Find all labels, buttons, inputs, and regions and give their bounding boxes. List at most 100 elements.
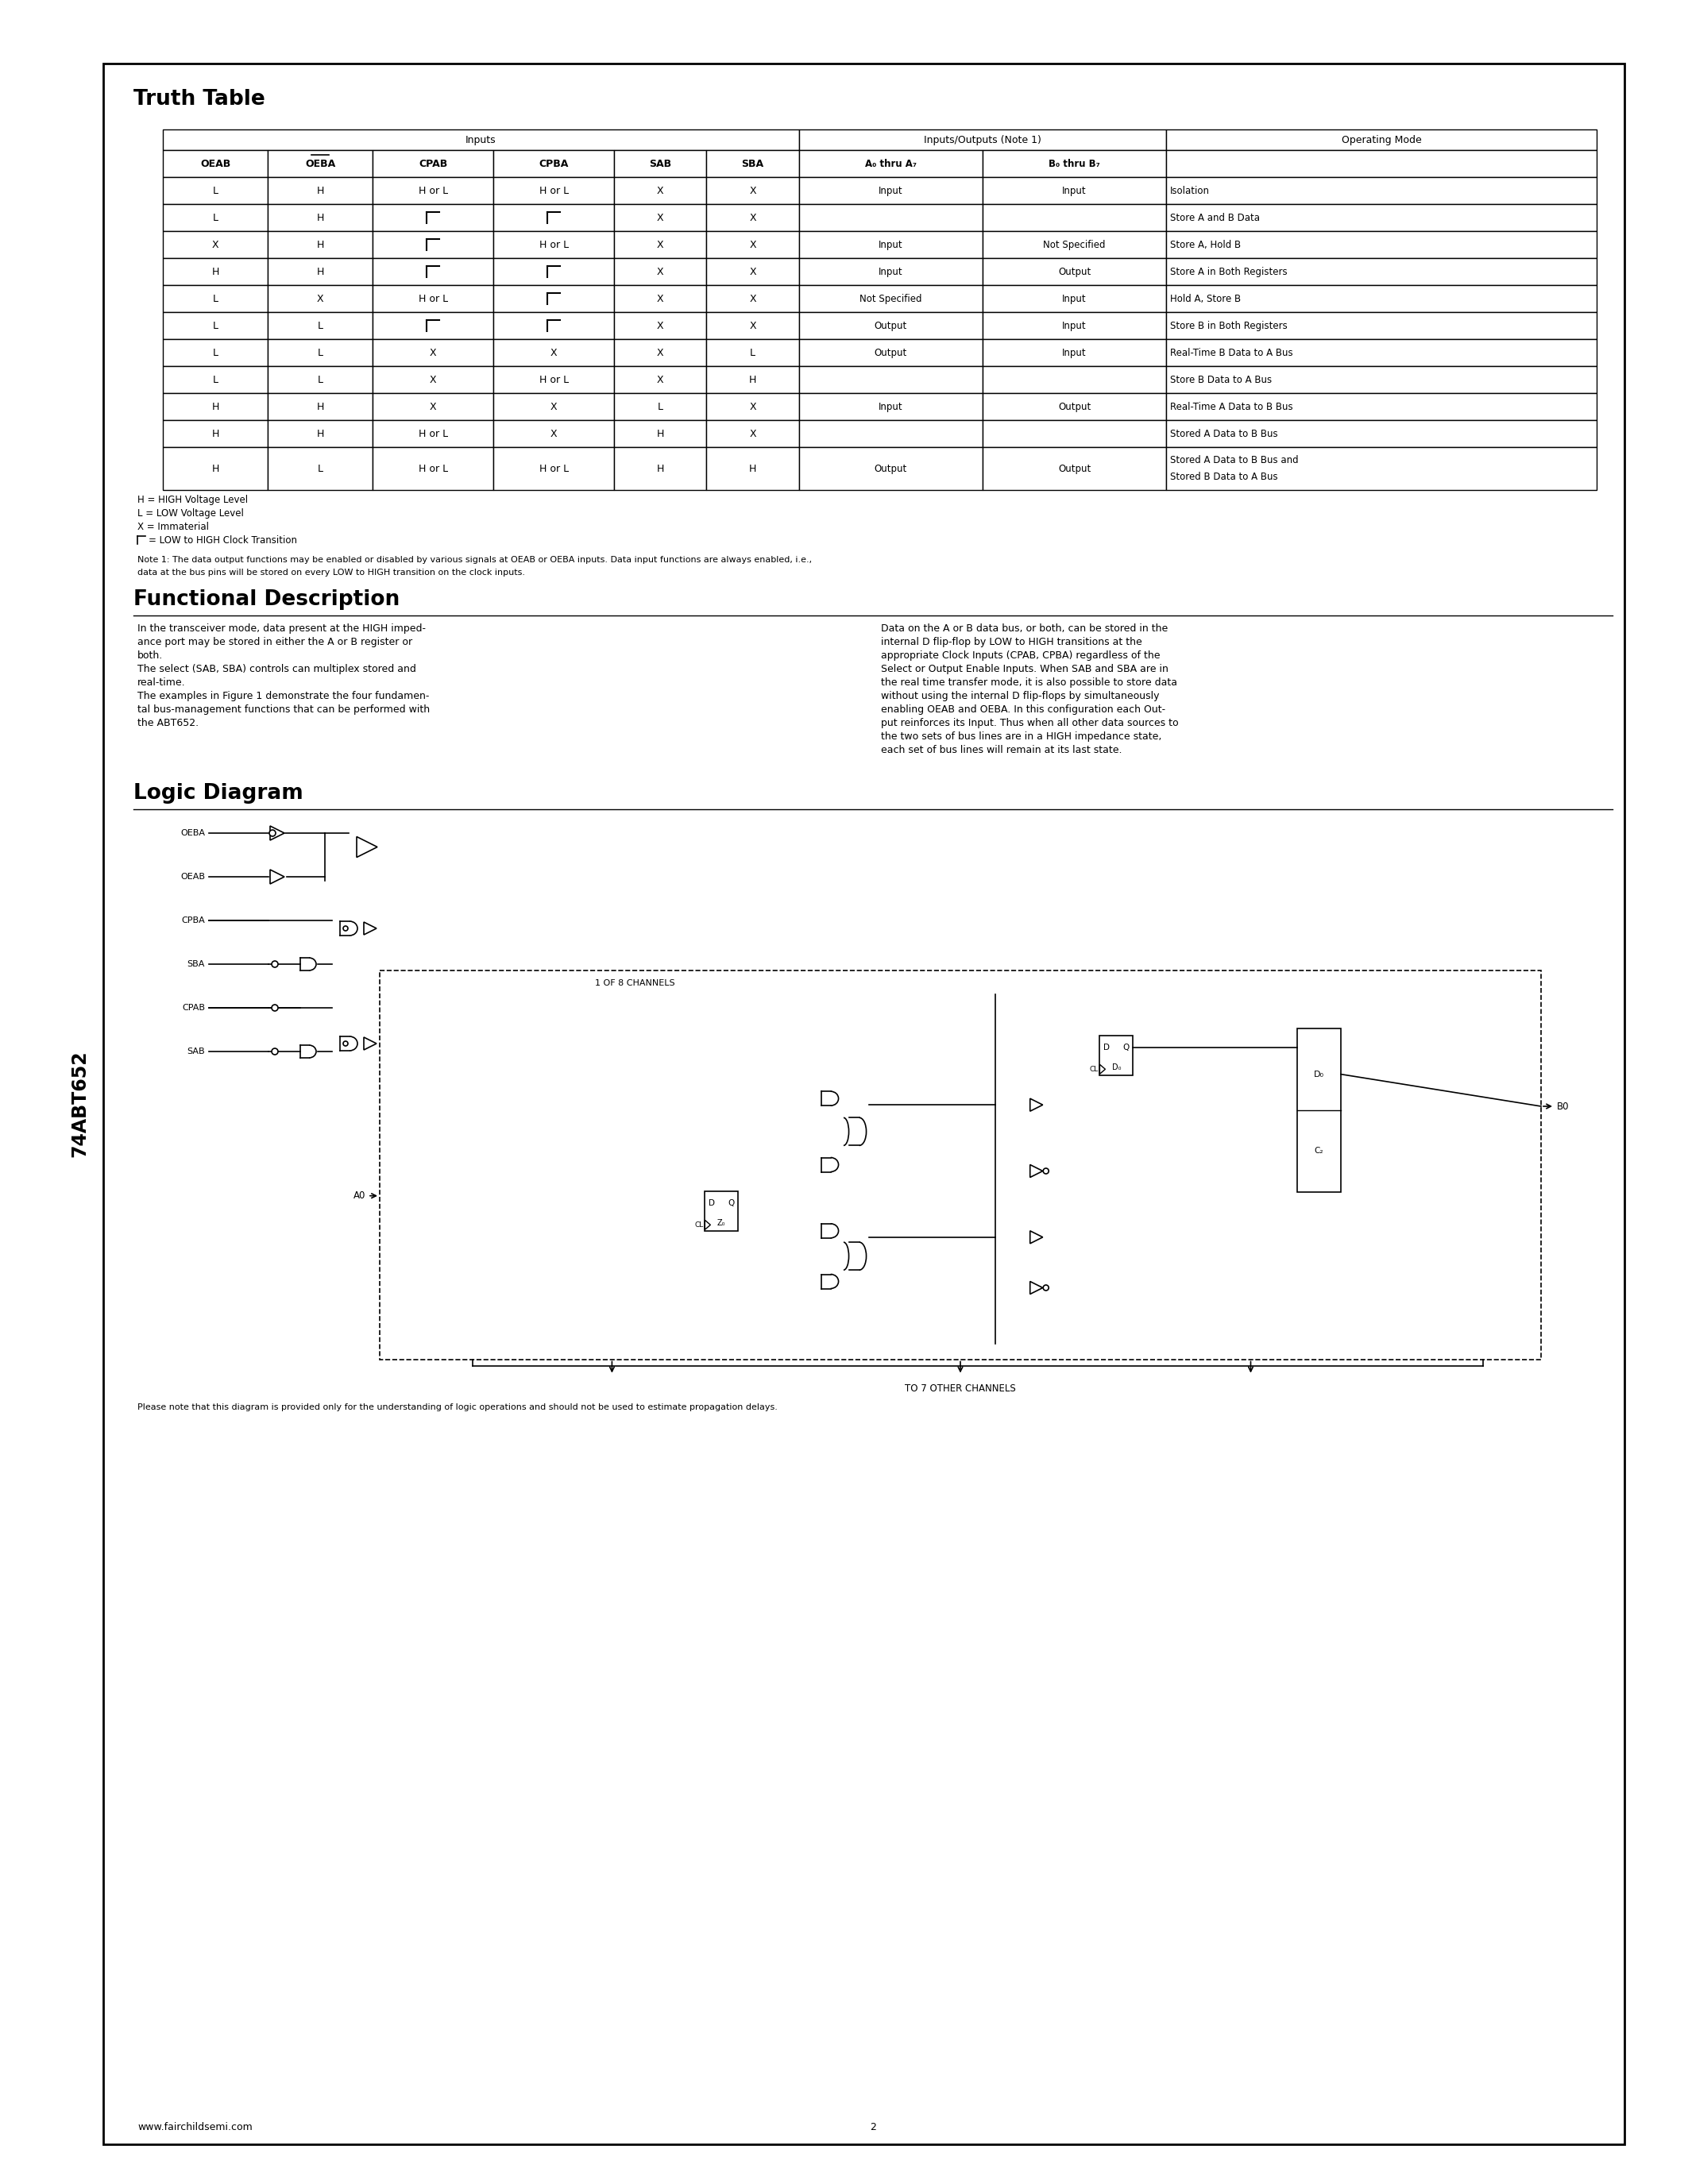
Text: without using the internal D flip-flops by simultaneously: without using the internal D flip-flops … xyxy=(881,690,1160,701)
Text: X: X xyxy=(749,266,756,277)
Bar xyxy=(982,203,1166,232)
Bar xyxy=(1166,151,1597,177)
Text: CPAB: CPAB xyxy=(419,159,447,168)
Text: A0: A0 xyxy=(353,1190,365,1201)
Text: SAB: SAB xyxy=(650,159,672,168)
Text: Note 1: The data output functions may be enabled or disabled by various signals : Note 1: The data output functions may be… xyxy=(137,557,812,563)
Text: L: L xyxy=(749,347,756,358)
Text: tal bus-management functions that can be performed with: tal bus-management functions that can be… xyxy=(137,703,430,714)
Bar xyxy=(493,177,614,203)
Bar xyxy=(798,312,982,339)
Text: ance port may be stored in either the A or B register or: ance port may be stored in either the A … xyxy=(137,636,412,646)
Polygon shape xyxy=(270,826,284,841)
Text: A₀ thru A₇: A₀ thru A₇ xyxy=(864,159,917,168)
Text: In the transceiver mode, data present at the HIGH imped-: In the transceiver mode, data present at… xyxy=(137,622,425,633)
Text: Select or Output Enable Inputs. When SAB and SBA are in: Select or Output Enable Inputs. When SAB… xyxy=(881,664,1168,675)
Bar xyxy=(162,258,268,286)
Text: data at the bus pins will be stored on every LOW to HIGH transition on the clock: data at the bus pins will be stored on e… xyxy=(137,568,525,577)
Text: real-time.: real-time. xyxy=(137,677,186,688)
Bar xyxy=(707,393,798,419)
Text: D₀: D₀ xyxy=(1313,1070,1323,1079)
Bar xyxy=(493,448,614,489)
Text: 2: 2 xyxy=(869,2121,876,2132)
Bar xyxy=(373,393,493,419)
Text: Input: Input xyxy=(1062,347,1087,358)
Bar xyxy=(162,129,798,151)
Text: X: X xyxy=(657,266,663,277)
Text: Not Specified: Not Specified xyxy=(1043,240,1106,249)
Text: X: X xyxy=(749,428,756,439)
Bar xyxy=(798,448,982,489)
Text: SBA: SBA xyxy=(741,159,765,168)
Text: H: H xyxy=(749,463,756,474)
Bar xyxy=(268,203,373,232)
Polygon shape xyxy=(356,836,378,858)
Bar xyxy=(373,258,493,286)
Bar xyxy=(982,419,1166,448)
Text: Stored B Data to A Bus: Stored B Data to A Bus xyxy=(1170,472,1278,483)
Text: Stored A Data to B Bus: Stored A Data to B Bus xyxy=(1170,428,1278,439)
Text: X = Immaterial: X = Immaterial xyxy=(137,522,209,531)
Bar xyxy=(268,419,373,448)
Text: SBA: SBA xyxy=(187,961,204,968)
Bar xyxy=(707,448,798,489)
Text: X: X xyxy=(550,402,557,413)
Bar xyxy=(614,419,707,448)
Circle shape xyxy=(343,1042,348,1046)
Bar xyxy=(614,339,707,367)
Text: Input: Input xyxy=(878,402,903,413)
Bar xyxy=(798,203,982,232)
Text: Data on the A or B data bus, or both, can be stored in the: Data on the A or B data bus, or both, ca… xyxy=(881,622,1168,633)
Text: D: D xyxy=(1104,1044,1111,1053)
Bar xyxy=(268,232,373,258)
Bar xyxy=(798,129,1166,151)
Text: H or L: H or L xyxy=(419,186,447,197)
Bar xyxy=(982,177,1166,203)
Bar xyxy=(614,258,707,286)
Bar xyxy=(614,203,707,232)
Bar xyxy=(493,203,614,232)
Bar xyxy=(1296,1029,1340,1192)
Text: H: H xyxy=(749,373,756,384)
Text: Inputs/Outputs (Note 1): Inputs/Outputs (Note 1) xyxy=(923,135,1041,144)
Text: CL: CL xyxy=(1089,1066,1099,1072)
Text: Stored A Data to B Bus and: Stored A Data to B Bus and xyxy=(1170,454,1298,465)
Text: = LOW to HIGH Clock Transition: = LOW to HIGH Clock Transition xyxy=(149,535,297,546)
Text: B₀ thru B₇: B₀ thru B₇ xyxy=(1048,159,1101,168)
Bar xyxy=(493,151,614,177)
Text: L: L xyxy=(213,321,218,330)
Bar xyxy=(373,286,493,312)
Bar xyxy=(707,177,798,203)
Text: H or L: H or L xyxy=(419,428,447,439)
Text: Q: Q xyxy=(1123,1044,1129,1053)
Bar xyxy=(162,312,268,339)
Polygon shape xyxy=(706,1221,711,1230)
Text: Output: Output xyxy=(874,463,906,474)
Text: H or L: H or L xyxy=(538,463,569,474)
Bar xyxy=(373,232,493,258)
Text: C₂: C₂ xyxy=(1315,1147,1323,1155)
Text: Output: Output xyxy=(874,321,906,330)
Text: H or L: H or L xyxy=(419,463,447,474)
Text: Not Specified: Not Specified xyxy=(859,293,922,304)
Bar xyxy=(493,393,614,419)
Circle shape xyxy=(1043,1284,1048,1291)
Text: X: X xyxy=(317,293,324,304)
Bar xyxy=(614,286,707,312)
Bar xyxy=(493,339,614,367)
Text: H: H xyxy=(317,186,324,197)
Bar xyxy=(706,1192,738,1232)
Text: 74ABT652: 74ABT652 xyxy=(69,1051,89,1158)
Text: 1 OF 8 CHANNELS: 1 OF 8 CHANNELS xyxy=(596,978,675,987)
Text: X: X xyxy=(550,347,557,358)
Text: L: L xyxy=(317,463,322,474)
Text: H: H xyxy=(317,266,324,277)
Text: Please note that this diagram is provided only for the understanding of logic op: Please note that this diagram is provide… xyxy=(137,1402,778,1411)
Bar xyxy=(982,448,1166,489)
Bar xyxy=(268,258,373,286)
Bar xyxy=(373,448,493,489)
Bar xyxy=(798,151,982,177)
Text: X: X xyxy=(749,321,756,330)
Text: Inputs: Inputs xyxy=(466,135,496,144)
Bar xyxy=(493,367,614,393)
